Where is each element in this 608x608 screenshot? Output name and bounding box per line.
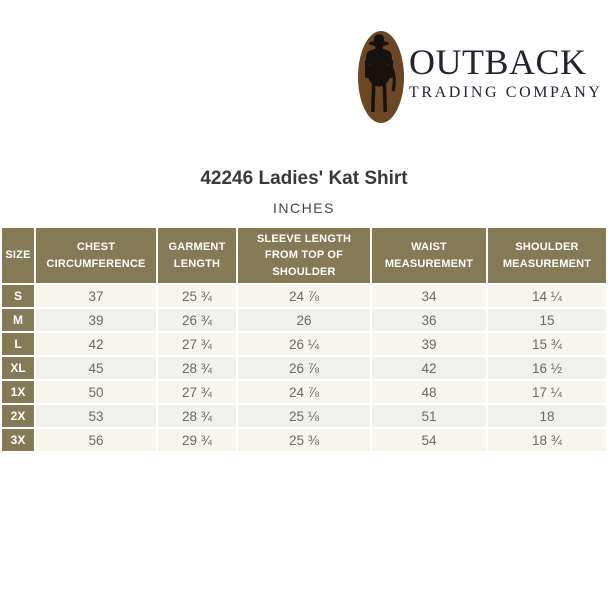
- cell-shoulder: 15: [488, 309, 606, 331]
- cell-waist: 54: [372, 429, 486, 451]
- cell-sleeve: 24 ⅞: [238, 381, 370, 403]
- size-chart-table: SIZE CHEST CIRCUMFERENCE GARMENT LENGTH …: [0, 226, 608, 453]
- cell-garment: 27 ¾: [158, 333, 236, 355]
- cell-chest: 42: [36, 333, 156, 355]
- cell-shoulder: 16 ½: [488, 357, 606, 379]
- table-row-l: L 42 27 ¾ 26 ¼ 39 15 ¾: [2, 333, 606, 355]
- header-garment-length: GARMENT LENGTH: [158, 228, 236, 283]
- cell-waist: 48: [372, 381, 486, 403]
- cell-chest: 56: [36, 429, 156, 451]
- size-label: S: [2, 285, 34, 307]
- cell-waist: 51: [372, 405, 486, 427]
- units-label: INCHES: [273, 200, 335, 216]
- cell-sleeve: 26 ¼: [238, 333, 370, 355]
- cell-sleeve: 26: [238, 309, 370, 331]
- header-waist-measurement: WAIST MEASUREMENT: [372, 228, 486, 283]
- cell-waist: 36: [372, 309, 486, 331]
- cell-garment: 25 ¾: [158, 285, 236, 307]
- brand-wordmark: OUTBACK TRADING COMPANY: [409, 44, 603, 101]
- cell-garment: 29 ¾: [158, 429, 236, 451]
- table-row-2x: 2X 53 28 ¾ 25 ⅛ 51 18: [2, 405, 606, 427]
- size-label: M: [2, 309, 34, 331]
- cell-sleeve: 26 ⅞: [238, 357, 370, 379]
- cell-waist: 34: [372, 285, 486, 307]
- table-row-m: M 39 26 ¾ 26 36 15: [2, 309, 606, 331]
- size-label: XL: [2, 357, 34, 379]
- header-sleeve-length: SLEEVE LENGTH FROM TOP OF SHOULDER: [238, 228, 370, 283]
- table-row-s: S 37 25 ¾ 24 ⅞ 34 14 ¼: [2, 285, 606, 307]
- table-row-3x: 3X 56 29 ¾ 25 ⅜ 54 18 ¾: [2, 429, 606, 451]
- cell-waist: 39: [372, 333, 486, 355]
- brand-logo: OUTBACK TRADING COMPANY: [352, 28, 603, 126]
- cell-shoulder: 15 ¾: [488, 333, 606, 355]
- size-label: 1X: [2, 381, 34, 403]
- cell-waist: 42: [372, 357, 486, 379]
- cowboy-on-horse-icon: [352, 28, 406, 126]
- table-row-1x: 1X 50 27 ¾ 24 ⅞ 48 17 ¼: [2, 381, 606, 403]
- cell-sleeve: 25 ⅜: [238, 429, 370, 451]
- header-size: SIZE: [2, 228, 34, 283]
- cell-garment: 28 ¾: [158, 405, 236, 427]
- size-label: L: [2, 333, 34, 355]
- size-label: 3X: [2, 429, 34, 451]
- brand-name: OUTBACK: [409, 42, 587, 82]
- cell-chest: 39: [36, 309, 156, 331]
- cell-sleeve: 24 ⅞: [238, 285, 370, 307]
- cell-shoulder: 14 ¼: [488, 285, 606, 307]
- cell-shoulder: 18 ¾: [488, 429, 606, 451]
- header-row: SIZE CHEST CIRCUMFERENCE GARMENT LENGTH …: [2, 228, 606, 283]
- page-title: 42246 Ladies' Kat Shirt: [200, 168, 408, 189]
- cell-chest: 45: [36, 357, 156, 379]
- cell-chest: 50: [36, 381, 156, 403]
- cell-chest: 53: [36, 405, 156, 427]
- cell-garment: 27 ¾: [158, 381, 236, 403]
- cell-shoulder: 17 ¼: [488, 381, 606, 403]
- size-label: 2X: [2, 405, 34, 427]
- cell-shoulder: 18: [488, 405, 606, 427]
- header-shoulder-measurement: SHOULDER MEASUREMENT: [488, 228, 606, 283]
- table-row-xl: XL 45 28 ¾ 26 ⅞ 42 16 ½: [2, 357, 606, 379]
- cell-garment: 28 ¾: [158, 357, 236, 379]
- cell-chest: 37: [36, 285, 156, 307]
- brand-subtitle: TRADING COMPANY: [409, 84, 603, 101]
- cell-sleeve: 25 ⅛: [238, 405, 370, 427]
- cell-garment: 26 ¾: [158, 309, 236, 331]
- header-chest-circumference: CHEST CIRCUMFERENCE: [36, 228, 156, 283]
